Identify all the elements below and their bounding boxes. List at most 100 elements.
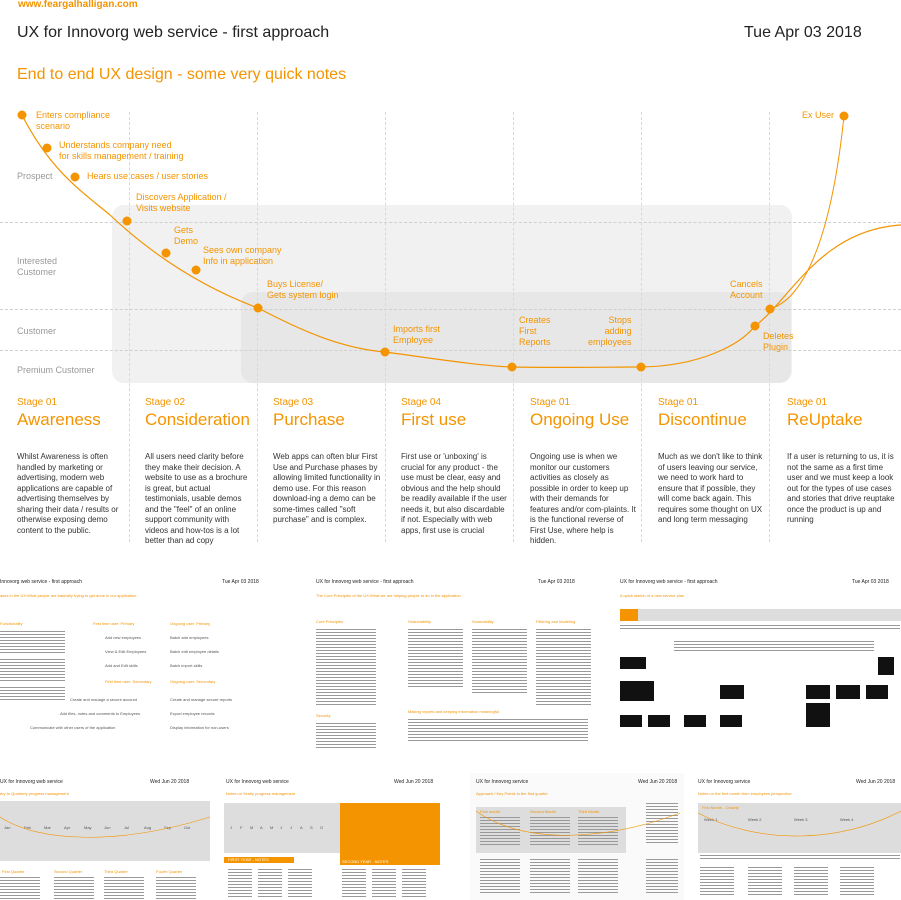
stage-description: First use or 'unboxing' is crucial for a…	[401, 452, 509, 536]
thumbnail-text-lines	[0, 687, 65, 702]
thumbnail-curve	[0, 817, 210, 837]
sketch-block	[720, 685, 744, 699]
thumbnail-item: Export employee records	[170, 711, 214, 716]
thumbnail-text-lines	[620, 625, 900, 629]
point-label-sees-own-info: Sees own company Info in application	[203, 245, 282, 267]
thumbnail-date: Tue Apr 03 2018	[538, 579, 575, 585]
thumbnail-text-lines	[0, 631, 65, 653]
ex-user-line	[770, 116, 844, 309]
stage-number: Stage 02	[145, 397, 265, 408]
stage-purchase: Stage 03 Purchase Web apps can often blu…	[273, 397, 393, 526]
thumbnail-item: Add and Edit skills	[105, 663, 138, 668]
sketch-block	[806, 703, 830, 727]
point-label-understands-need: Understands company need for skills mana…	[59, 140, 184, 162]
thumbnail-subtitle: The Core Principles of the UX:What we ar…	[316, 593, 461, 598]
stage-number: Stage 01	[658, 397, 778, 408]
journey-point	[381, 348, 390, 357]
stage-description: Much as we don't like to think of users …	[658, 452, 766, 526]
thumbnail-subtitle: ases in the UX:What people are basically…	[0, 593, 136, 598]
stage-reuptake: Stage 01 ReUptake If a user is returning…	[787, 397, 901, 526]
sketch-bar	[638, 609, 901, 621]
thumbnail-item: First time user: Secondary	[105, 679, 152, 684]
thumbnail-item: Create and manage secure reports	[170, 697, 232, 702]
thumbnail-item: Batch import skills	[170, 663, 202, 668]
stage-name: Consideration	[145, 410, 265, 430]
stage-name: Purchase	[273, 410, 393, 430]
journey-point	[162, 249, 171, 258]
point-label-buys-license: Buys License/ Gets system login	[267, 279, 339, 301]
thumbnail-item: Communicate with other users of the appl…	[30, 725, 115, 730]
sketch-block	[684, 715, 706, 727]
journey-point	[123, 217, 132, 226]
thumbnail-heading: Making reports and keeping information m…	[408, 709, 499, 714]
stage-name: Ongoing Use	[530, 410, 650, 430]
journey-point	[18, 111, 27, 120]
thumbnail-item: Add files, notes and comments to Employe…	[60, 711, 140, 716]
sketch-block	[878, 657, 894, 675]
stage-number: Stage 01	[17, 397, 137, 408]
point-label-cancels-account: Cancels Account	[730, 279, 763, 301]
stage-number: Stage 04	[401, 397, 521, 408]
thumbnail-text-lines	[408, 629, 463, 689]
thumbnail-core-principles[interactable]: UX for Innovorg web service - first appr…	[314, 573, 594, 753]
thumbnail-curve	[698, 811, 901, 836]
journey-point	[192, 266, 201, 275]
stage-number: Stage 01	[787, 397, 901, 408]
thumbnail-heading: Scannability	[472, 619, 494, 624]
thumbnail-use-cases[interactable]: Innovorg web service - first approach Tu…	[0, 573, 290, 753]
thumbnail-text-lines	[536, 629, 591, 707]
point-label-gets-demo: Gets Demo	[174, 225, 198, 247]
thumbnail-heading: Filtering and Modeling	[536, 619, 575, 624]
thumbnail-curve	[476, 811, 680, 835]
thumbnail-service-plan[interactable]: UX for Innovorg web service - first appr…	[614, 573, 901, 753]
stage-name: Discontinue	[658, 410, 778, 430]
stage-number: Stage 01	[530, 397, 650, 408]
thumbnail-strip: Innovorg web service - first approach Tu…	[0, 565, 901, 900]
sketch-block	[620, 681, 654, 701]
sketch-block	[806, 685, 830, 699]
thumbnail-item: Display information for non-users	[170, 725, 229, 730]
sketch-block	[620, 715, 642, 727]
thumbnail-text-lines	[472, 629, 527, 693]
journey-point	[766, 305, 775, 314]
stage-name: First use	[401, 410, 521, 430]
point-label-hears-use-cases: Hears use cases / user stories	[87, 171, 208, 182]
stage-name: Awareness	[17, 410, 137, 430]
point-label-creates-reports: Creates First Reports	[519, 315, 551, 348]
thumbnail-heading: Functionality	[0, 621, 22, 626]
thumbnail-heading: Ongoing user: Primary	[170, 621, 210, 626]
sketch-block	[866, 685, 888, 699]
point-label-enters-compliance: Enters compliance scenario	[36, 110, 110, 132]
thumbnail-text-lines	[408, 719, 588, 741]
point-label-ex-user: Ex User	[802, 110, 834, 121]
thumbnail-title: UX for Innovorg web service - first appr…	[620, 579, 718, 585]
thumbnail-item: Ongoing user: Secondary	[170, 679, 215, 684]
stage-description: All users need clarity before they make …	[145, 452, 253, 547]
journey-point	[254, 304, 263, 313]
stage-number: Stage 03	[273, 397, 393, 408]
thumbnail-item: Batch add employees	[170, 635, 208, 640]
thumbnail-heading: Searchability	[408, 619, 431, 624]
thumbnail-date: Tue Apr 03 2018	[852, 579, 889, 585]
stage-ongoing-use: Stage 01 Ongoing Use Ongoing use is when…	[530, 397, 650, 547]
thumbnail-item: Batch edit employee details	[170, 649, 219, 654]
stage-consideration: Stage 02 Consideration All users need cl…	[145, 397, 265, 547]
sketch-block	[648, 715, 670, 727]
stage-awareness: Stage 01 Awareness Whilst Awareness is o…	[17, 397, 137, 536]
sketch-block	[720, 715, 742, 727]
thumbnail-item: Add new employees	[105, 635, 141, 640]
journey-point	[71, 173, 80, 182]
journey-point	[43, 144, 52, 153]
sketch-block	[620, 657, 646, 669]
journey-point	[751, 322, 760, 331]
thumbnail-item: Create and manage a secure account	[70, 697, 137, 702]
journey-point	[840, 112, 849, 121]
stage-description: Ongoing use is when we monitor our custo…	[530, 452, 638, 547]
stage-discontinue: Stage 01 Discontinue Much as we don't li…	[658, 397, 778, 526]
thumbnail-item: View & Edit Employees	[105, 649, 146, 654]
point-label-discovers-app: Discovers Application / Visits website	[136, 192, 227, 214]
sketch-block	[836, 685, 860, 699]
thumbnail-heading: Security	[316, 713, 330, 718]
thumbnail-curves	[0, 773, 901, 900]
stage-description: Web apps can often blur First Use and Pu…	[273, 452, 381, 526]
